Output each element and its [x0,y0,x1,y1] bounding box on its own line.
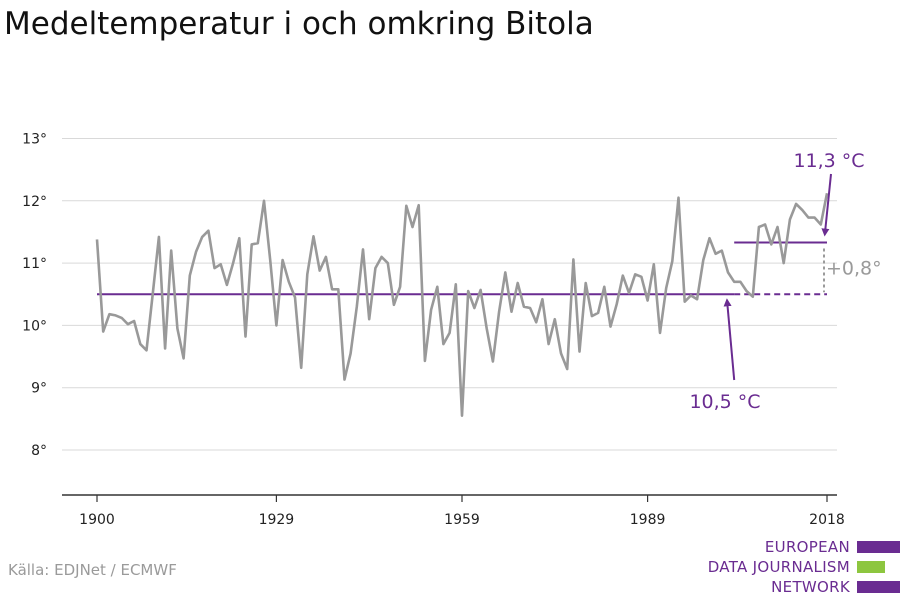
x-tick-label: 1900 [79,512,115,528]
y-tick-label: 8° [31,443,47,459]
x-tick-label: 1959 [444,512,480,528]
y-tick-label: 9° [31,381,47,397]
y-tick-label: 13° [22,132,47,148]
annotations [97,241,827,296]
series-line [95,193,829,417]
source-note: Källa: EDJNet / ECMWF [8,561,177,579]
baseline-arrow [723,298,736,381]
baseline-value-label: 10,5 °C [689,391,760,413]
y-tick-label: 11° [22,256,47,272]
logo-bar-purple-top [857,541,900,553]
page-title: Medeltemperatur i och omkring Bitola [4,6,594,42]
difference-label: +0,8° [826,257,882,279]
x-tick-label: 1929 [259,512,295,528]
x-axis-ticks: 1900 1929 1959 1989 2018 [79,495,845,528]
recent-arrow [821,173,832,237]
logo-line-3: NETWORK [771,578,850,596]
edjnet-logo: EUROPEAN DATA JOURNALISM NETWORK [700,538,900,598]
logo-line-2: DATA JOURNALISM [707,558,850,576]
y-tick-label: 12° [22,194,47,210]
logo-bar-green [857,561,885,573]
y-tick-label: 10° [22,318,47,334]
recent-value-label: 11,3 °C [793,150,864,172]
annotation-labels: 10,5 °C 11,3 °C +0,8° [689,150,881,413]
y-axis-tick-labels: 8° 9° 10° 11° 12° 13° [22,132,47,460]
logo-line-1: EUROPEAN [764,538,850,556]
x-tick-label: 2018 [809,512,845,528]
logo-bar-purple-bottom [857,581,900,593]
x-tick-label: 1989 [630,512,666,528]
